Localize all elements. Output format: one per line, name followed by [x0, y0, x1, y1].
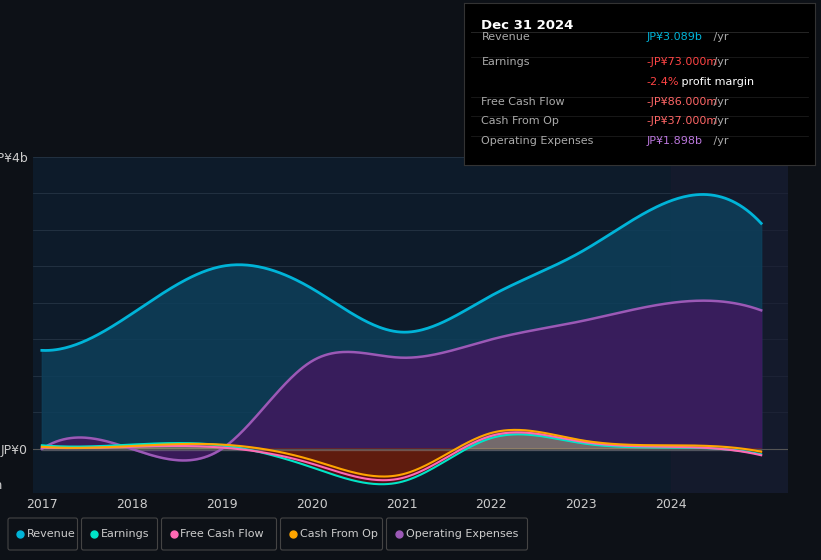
Text: Free Cash Flow: Free Cash Flow [481, 97, 565, 107]
Text: JP¥3.089b: JP¥3.089b [647, 32, 703, 42]
Text: -JP¥73.000m: -JP¥73.000m [647, 57, 718, 67]
Text: /yr: /yr [710, 136, 728, 146]
Text: -JP¥500m: -JP¥500m [0, 479, 2, 492]
FancyBboxPatch shape [281, 518, 383, 550]
Text: JP¥1.898b: JP¥1.898b [647, 136, 703, 146]
Text: profit margin: profit margin [678, 77, 754, 87]
Text: Revenue: Revenue [481, 32, 530, 42]
Text: -2.4%: -2.4% [647, 77, 679, 87]
Text: /yr: /yr [710, 116, 728, 126]
FancyBboxPatch shape [162, 518, 277, 550]
Text: /yr: /yr [710, 32, 728, 42]
Text: /yr: /yr [710, 97, 728, 107]
FancyBboxPatch shape [387, 518, 528, 550]
Text: Operating Expenses: Operating Expenses [481, 136, 594, 146]
Text: Cash From Op: Cash From Op [481, 116, 559, 126]
FancyBboxPatch shape [81, 518, 158, 550]
Text: Revenue: Revenue [27, 529, 76, 539]
Text: Operating Expenses: Operating Expenses [406, 529, 518, 539]
Text: -JP¥86.000m: -JP¥86.000m [647, 97, 718, 107]
Text: Earnings: Earnings [481, 57, 530, 67]
Text: /yr: /yr [710, 57, 728, 67]
Bar [672, 157, 806, 493]
Text: Cash From Op: Cash From Op [300, 529, 378, 539]
Text: -JP¥37.000m: -JP¥37.000m [647, 116, 718, 126]
Text: Dec 31 2024: Dec 31 2024 [481, 19, 574, 32]
FancyBboxPatch shape [8, 518, 77, 550]
Text: Earnings: Earnings [100, 529, 149, 539]
Text: Free Cash Flow: Free Cash Flow [181, 529, 264, 539]
